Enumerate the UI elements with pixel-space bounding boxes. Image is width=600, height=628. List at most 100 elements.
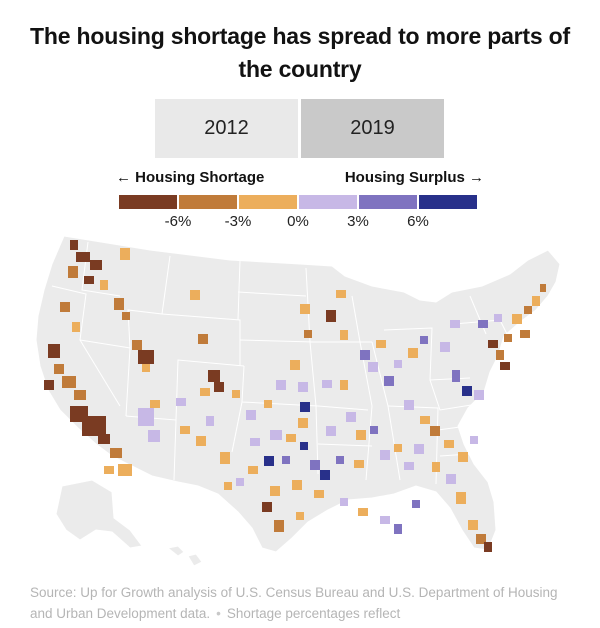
- metro-area: [474, 390, 484, 400]
- state-border: [161, 313, 241, 366]
- legend-color-scale: [119, 195, 477, 209]
- year-button-2012[interactable]: 2012: [155, 99, 298, 158]
- metro-area: [250, 438, 260, 446]
- state-border: [51, 285, 121, 407]
- metro-area: [290, 360, 300, 370]
- metro-area: [440, 342, 450, 352]
- metro-area: [60, 302, 70, 312]
- metro-area: [196, 436, 206, 446]
- metro-area: [150, 400, 160, 408]
- metro-area: [500, 362, 510, 370]
- metro-area: [138, 408, 154, 426]
- metro-area: [114, 298, 124, 310]
- year-button-2019[interactable]: 2019: [301, 99, 444, 158]
- metro-area: [224, 482, 232, 490]
- state-border: [317, 405, 369, 411]
- state-border: [237, 259, 241, 321]
- metro-area: [394, 444, 402, 452]
- metro-area: [236, 478, 244, 486]
- metro-area: [512, 314, 522, 324]
- metro-area: [358, 508, 368, 516]
- metro-area: [446, 474, 456, 484]
- metro-area: [176, 398, 186, 406]
- legend-tick: -3%: [224, 213, 252, 230]
- legend-surplus-label: Housing Surplus: [344, 169, 465, 186]
- metro-area: [82, 416, 106, 436]
- metro-area: [404, 400, 414, 410]
- metro-area: [524, 306, 532, 314]
- metro-area: [118, 464, 132, 476]
- state-border: [351, 295, 373, 481]
- legend-ticks: -6% -3% 0% 3% 6%: [119, 213, 479, 233]
- metro-area: [90, 260, 102, 270]
- metro-area: [450, 320, 460, 328]
- metro-area: [246, 410, 256, 420]
- metro-area: [336, 456, 344, 464]
- metro-area: [270, 486, 280, 496]
- metro-area: [540, 284, 546, 292]
- right-arrow-icon: →: [469, 169, 484, 186]
- metro-area: [476, 534, 486, 544]
- metro-area: [100, 280, 108, 290]
- metro-area: [248, 466, 258, 474]
- metro-area: [462, 386, 472, 396]
- metro-area: [340, 380, 348, 390]
- metro-area: [180, 426, 190, 434]
- legend-headings: ← Housing Shortage Housing Surplus →: [116, 169, 486, 191]
- metro-area: [326, 426, 336, 436]
- metro-area: [142, 364, 150, 372]
- metro-area: [264, 400, 272, 408]
- metro-area: [384, 376, 394, 386]
- metro-area: [98, 434, 110, 444]
- metro-area: [420, 416, 430, 424]
- metro-area: [532, 296, 540, 306]
- metro-area: [298, 382, 308, 392]
- state-border: [317, 443, 373, 447]
- metro-area: [432, 462, 440, 472]
- metro-area: [120, 248, 130, 260]
- metro-area: [148, 430, 160, 442]
- metro-area: [84, 276, 94, 284]
- metro-area: [336, 290, 346, 298]
- metro-area: [208, 370, 220, 382]
- metro-area: [368, 362, 378, 372]
- legend-swatch: [179, 195, 237, 209]
- metro-area: [394, 360, 402, 368]
- state-border: [161, 255, 171, 315]
- metro-area: [346, 412, 356, 422]
- legend-swatch: [239, 195, 297, 209]
- metro-area: [314, 490, 324, 498]
- metro-area: [304, 330, 312, 338]
- metro-area: [380, 516, 390, 524]
- metro-area: [340, 498, 348, 506]
- legend-surplus-heading: Housing Surplus →: [345, 169, 484, 186]
- metro-area: [70, 240, 78, 250]
- metro-area: [198, 334, 208, 344]
- metro-area: [200, 388, 210, 396]
- metro-area: [404, 462, 414, 470]
- metro-area: [394, 524, 402, 534]
- metro-area: [296, 512, 304, 520]
- metro-area: [468, 520, 478, 530]
- metro-area: [270, 430, 282, 440]
- metro-area: [44, 380, 54, 390]
- metro-area: [488, 340, 498, 348]
- metro-area: [322, 380, 332, 388]
- metro-area: [414, 444, 424, 454]
- metro-area: [456, 492, 466, 504]
- metro-area: [262, 502, 272, 512]
- metro-area: [68, 266, 78, 278]
- legend-swatch: [419, 195, 477, 209]
- alaska-outline: [55, 479, 143, 549]
- legend-swatch: [299, 195, 357, 209]
- metro-area: [138, 350, 154, 364]
- legend-shortage-label: Housing Shortage: [135, 169, 265, 186]
- metro-area: [380, 450, 390, 460]
- metro-area: [264, 456, 274, 466]
- metro-area: [104, 466, 114, 474]
- metro-area: [300, 402, 310, 412]
- metro-area: [298, 418, 308, 428]
- metro-area: [214, 382, 224, 392]
- state-borders: [51, 241, 511, 485]
- metro-area: [484, 542, 492, 552]
